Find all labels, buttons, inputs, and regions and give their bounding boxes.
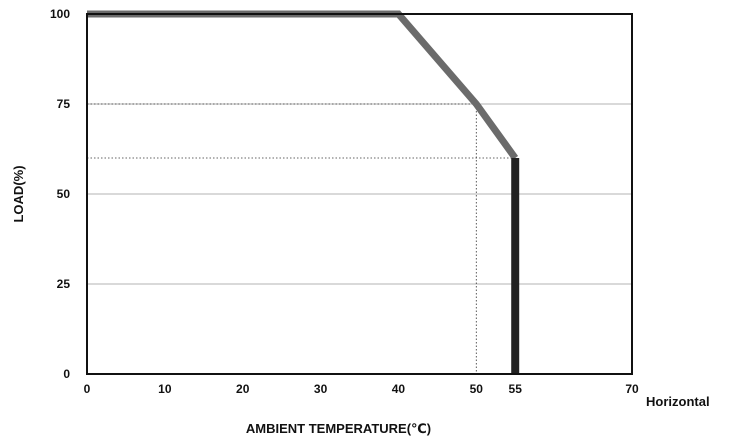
y-tick-label: 100 bbox=[50, 7, 70, 21]
y-axis-title: LOAD(%) bbox=[11, 165, 26, 222]
x-tick-label: 0 bbox=[84, 382, 91, 396]
x-tick-label: 70 bbox=[625, 382, 639, 396]
derating-curve bbox=[87, 10, 519, 161]
y-tick-label: 50 bbox=[57, 187, 71, 201]
x-axis-title: AMBIENT TEMPERATURE(℃) bbox=[246, 421, 431, 436]
x-tick-label: 30 bbox=[314, 382, 328, 396]
x-tick-label: 20 bbox=[236, 382, 250, 396]
y-tick-label: 75 bbox=[57, 97, 71, 111]
x-tick-label: 55 bbox=[509, 382, 523, 396]
y-tick-label: 25 bbox=[57, 277, 71, 291]
x-axis-extra-label: Horizontal bbox=[646, 394, 710, 409]
x-tick-label: 50 bbox=[470, 382, 484, 396]
y-tick-label: 0 bbox=[63, 367, 70, 381]
x-tick-label: 40 bbox=[392, 382, 406, 396]
x-tick-label: 10 bbox=[158, 382, 172, 396]
plot-frame bbox=[86, 13, 633, 375]
